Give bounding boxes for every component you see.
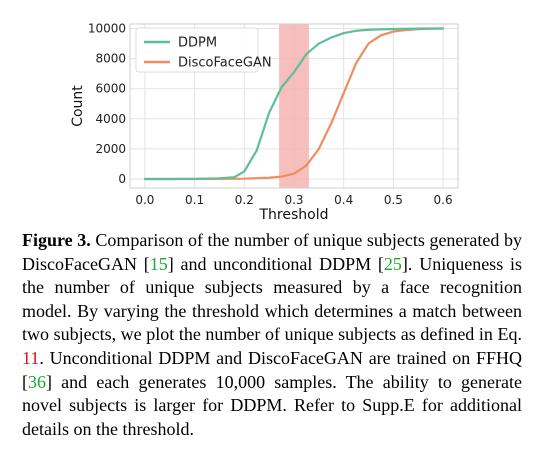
chart: 0.0 0.1 0.2 0.3 0.4 0.5 0.6 0 2000 4000 6000 8000 10…: [70, 22, 459, 223]
y-tick-label: 4000: [95, 112, 126, 126]
x-tick-label: 0.6: [434, 193, 453, 207]
plot-frame: [129, 23, 459, 189]
x-axis-title: Threshold: [259, 207, 329, 223]
caption-text: Comparison of the number of unique subje…: [22, 230, 522, 274]
figure-caption: Figure 3. Comparison of the number of un…: [22, 229, 522, 441]
x-tick-label: 0.5: [384, 193, 403, 207]
series-line-ddpm: [143, 27, 445, 181]
y-tick-label: 10000: [88, 22, 126, 36]
y-axis-title: Count: [70, 85, 86, 127]
legend-label: DDPM: [178, 36, 217, 51]
highlight-band: [279, 24, 309, 188]
x-tick-label: 0.0: [135, 193, 154, 207]
series-layer: [143, 27, 445, 181]
legend: DDPM DiscoFaceGAN: [135, 27, 272, 73]
y-tick-label: 6000: [95, 82, 126, 96]
y-tick-label: 8000: [95, 52, 126, 66]
citation-link[interactable]: 36: [28, 371, 46, 392]
caption-text: ] and unconditional DDPM [: [167, 253, 384, 274]
x-tick-label: 0.1: [185, 193, 204, 207]
caption-text: ]. Uniqueness is the number of unique su…: [22, 253, 522, 345]
citation-link[interactable]: 15: [149, 253, 168, 274]
figure-label: Figure 3.: [22, 230, 91, 250]
caption-text: ] and each generates 10,000 samples. The…: [22, 371, 522, 439]
highlight-band-layer: [279, 24, 309, 188]
caption-text: . Unconditional DDPM and DiscoFaceGAN ar…: [22, 347, 522, 392]
y-tick-label: 2000: [95, 142, 126, 156]
x-tick-label: 0.3: [284, 193, 303, 207]
x-tick-label: 0.2: [235, 193, 254, 207]
equation-link[interactable]: 11: [22, 347, 40, 368]
x-tick-label: 0.4: [334, 193, 353, 207]
axes: 0.0 0.1 0.2 0.3 0.4 0.5 0.6 0 2000 4000 6000 8000 10…: [88, 22, 459, 207]
legend-label: DiscoFaceGAN: [178, 56, 272, 71]
line-chart: 0.0 0.1 0.2 0.3 0.4 0.5 0.6 0 2000 4000 6000 8000 10…: [70, 22, 459, 223]
citation-link[interactable]: 25: [383, 253, 402, 274]
y-tick-label: 0: [118, 172, 126, 186]
